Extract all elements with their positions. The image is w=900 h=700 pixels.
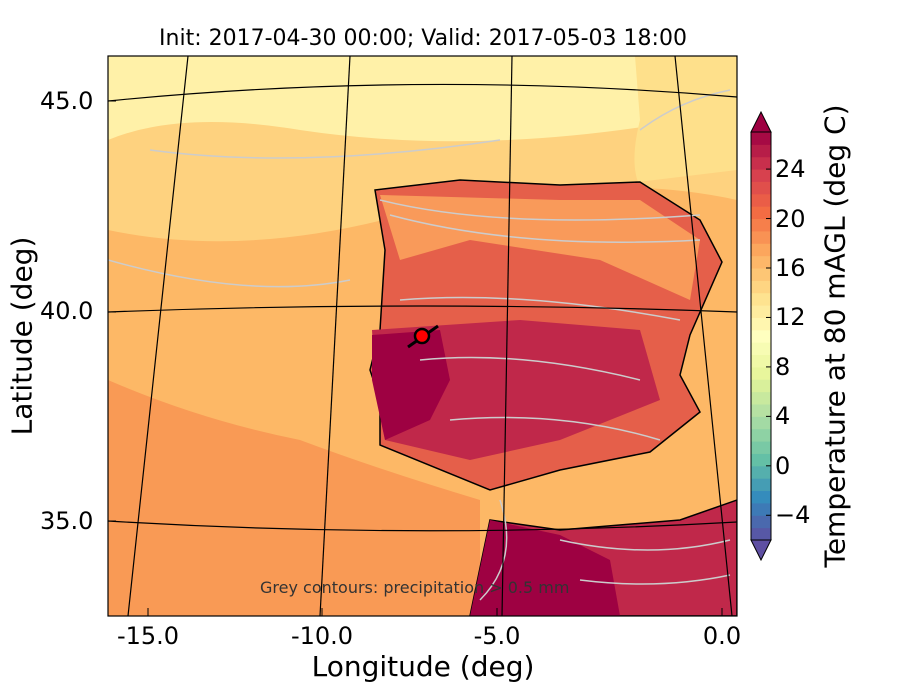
colorbar-segment (751, 465, 771, 479)
plot-frame (107, 55, 738, 617)
colorbar-segment (751, 292, 771, 306)
colorbar-tick-label: 24 (775, 155, 806, 184)
colorbar-tick-label: 20 (775, 204, 806, 233)
colorbar-extend-min (750, 539, 772, 562)
colorbar-segment (751, 132, 771, 145)
colorbar-segment (751, 206, 771, 220)
colorbar-segment (751, 428, 771, 442)
y-tick-marks (108, 100, 116, 522)
x-axis-label: Longitude (deg) (311, 650, 535, 683)
colorbar-segment (751, 490, 771, 504)
y-tick-label: 35.0 (40, 507, 94, 535)
y-tick-label: 45.0 (40, 87, 94, 115)
colorbar-segment (751, 305, 771, 318)
colorbar-segment (751, 502, 771, 516)
colorbar-segment (751, 230, 771, 244)
x-tick-marks (147, 608, 723, 616)
colorbar-segment (751, 515, 771, 529)
precip-contours (108, 89, 731, 601)
x-tick-label: -5.0 (473, 622, 521, 650)
colorbar-segment (751, 478, 771, 492)
colorbar-segment (751, 193, 771, 207)
colorbar-segment (751, 527, 771, 541)
colorbar-segment (751, 181, 771, 195)
colorbar-tick-label: 0 (775, 451, 791, 480)
meridian-10 (319, 56, 351, 616)
colorbar-segment (751, 354, 771, 368)
meridian-5 (501, 56, 513, 616)
colorbar-segment (751, 329, 771, 343)
colorbar-segment (751, 144, 771, 158)
colorbar-segment (751, 379, 771, 393)
colorbar-segment (751, 366, 771, 380)
colorbar-extend-max (750, 110, 772, 133)
graticule (108, 56, 737, 616)
y-tick-label: 40.0 (40, 297, 94, 325)
colorbar-label: Temperature at 80 mAGL (deg C) (818, 104, 852, 568)
contour-annotation: Grey contours: precipitation > 0.5 mm (260, 578, 570, 597)
colorbar-segment (751, 317, 771, 331)
x-tick-label: -10.0 (290, 622, 354, 650)
southwest-warm-field (108, 380, 480, 616)
colorbar (750, 110, 772, 562)
colorbar-frame (750, 131, 772, 541)
colorbar-segment (751, 416, 771, 430)
colorbar-segment (751, 280, 771, 294)
colorbar-segment (751, 391, 771, 405)
colorbar-tick-label: 4 (775, 402, 791, 431)
colorbar-segment (751, 218, 771, 232)
plot-title: Init: 2017-04-30 00:00; Valid: 2017-05-0… (159, 26, 687, 51)
parallel-40 (108, 305, 737, 313)
colorbar-segment (751, 404, 771, 417)
x-tick-label: 0.0 (702, 622, 742, 650)
iberia-north-zone (380, 195, 700, 300)
y-axis-label: Latitude (deg) (5, 236, 39, 436)
france-land (634, 56, 737, 182)
parallel-35 (108, 520, 737, 532)
north-coolest-field (108, 56, 737, 142)
colorbar-tick-label: −4 (775, 501, 811, 530)
africa-hot (470, 520, 620, 616)
colorbar-segment (751, 268, 771, 281)
meridian-15 (127, 56, 189, 616)
parallel-45 (108, 83, 737, 102)
site-marker (413, 327, 431, 345)
colorbar-tick-label: 8 (775, 352, 791, 381)
colorbar-segment (751, 342, 771, 356)
colorbar-segment (751, 243, 771, 257)
iberia-southwest-hottest (372, 330, 450, 440)
colorbar-tick-label: 12 (775, 303, 806, 332)
colorbar-segment (751, 453, 771, 467)
colorbar-segment (751, 255, 771, 269)
meridian-0 (674, 56, 733, 616)
x-tick-label: -15.0 (116, 622, 180, 650)
colorbar-segment (751, 441, 771, 454)
colorbar-segment (751, 169, 771, 182)
colorbar-tick-label: 16 (775, 254, 806, 282)
colorbar-segment (751, 156, 771, 170)
